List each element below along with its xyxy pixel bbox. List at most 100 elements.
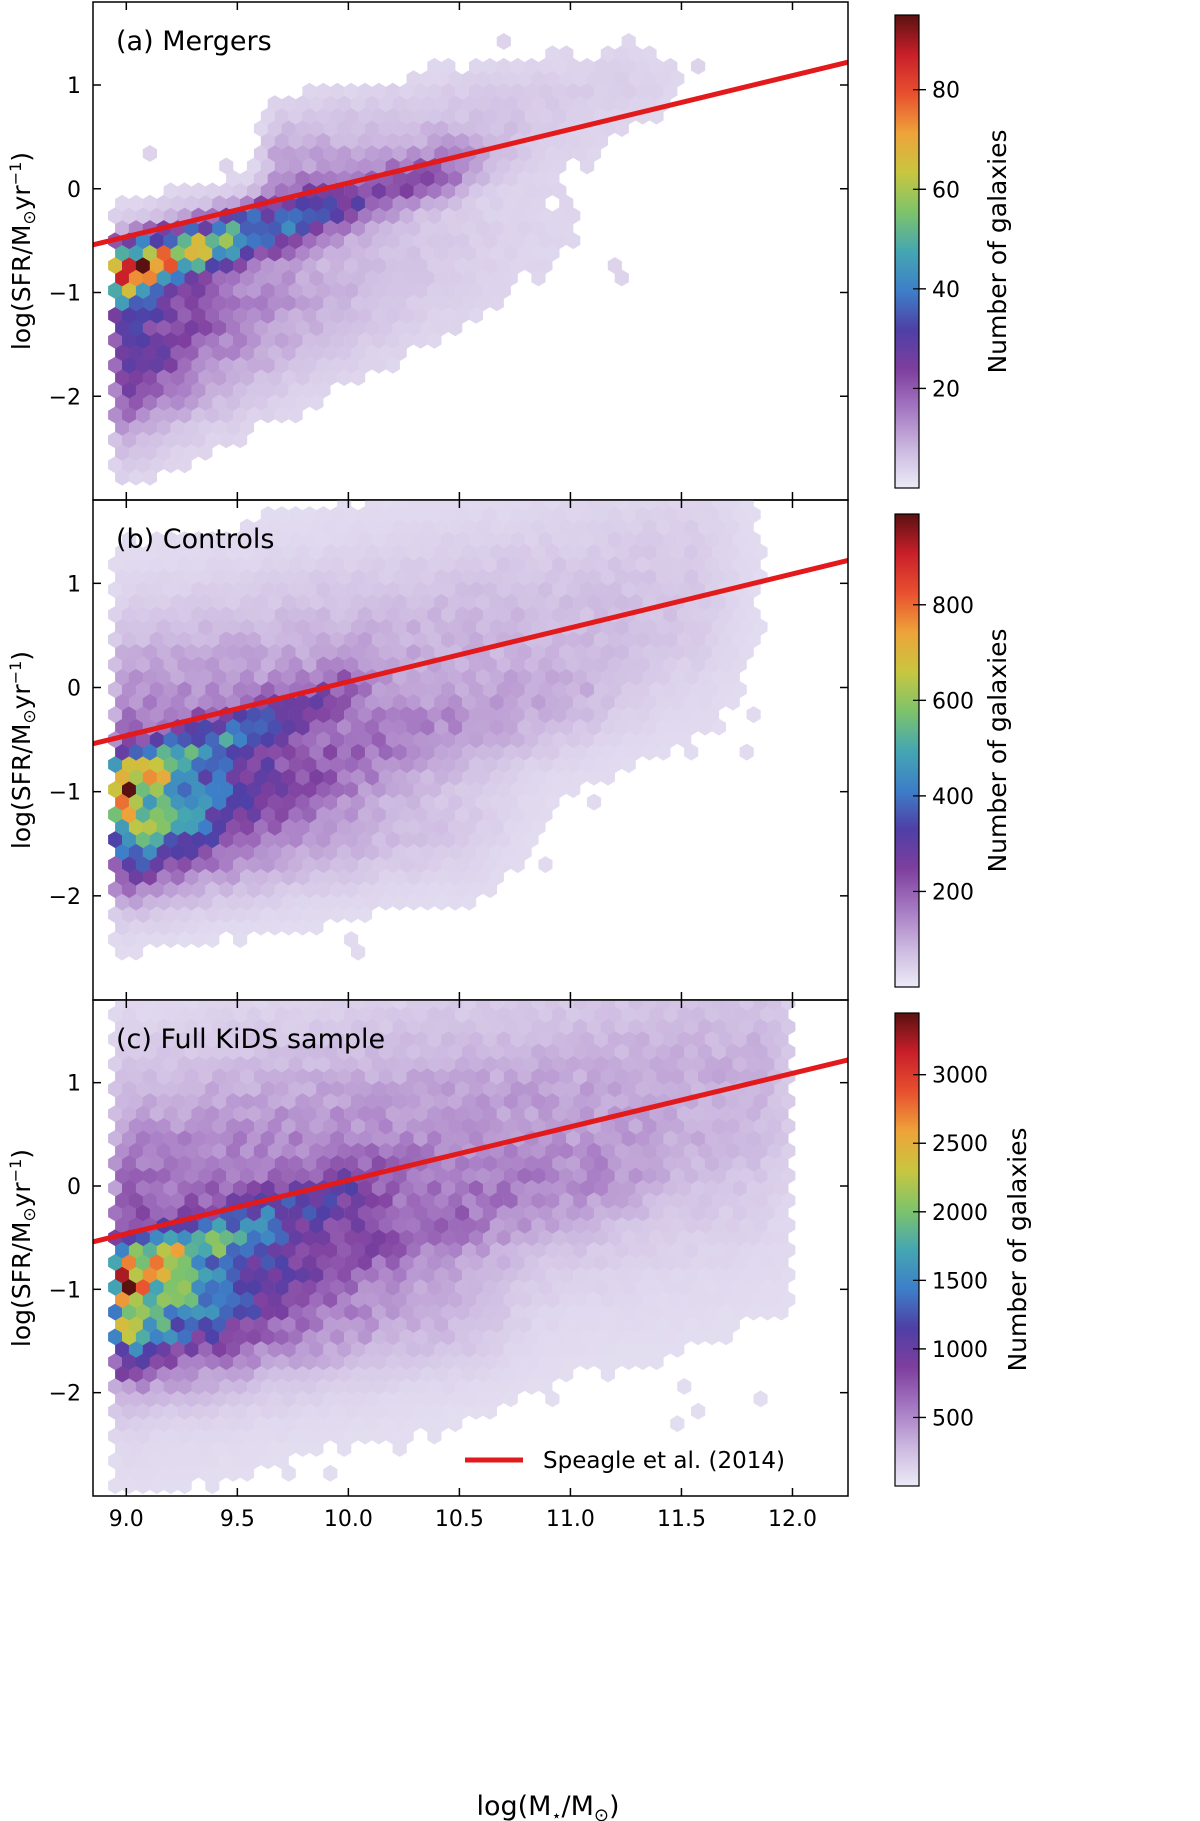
hexbin-cell [392,1291,407,1309]
hexbin-cell [531,1291,546,1309]
hexbin-cell [510,207,525,225]
hexbin-cell [184,269,199,287]
hexbin-cell [267,793,282,811]
hexbin-cell [399,806,414,824]
hexbin-cell [517,1117,532,1135]
hexbin-cell [635,1080,650,1098]
hexbin-cell [593,631,608,649]
hexbin-cell [475,1068,491,1085]
hexbin-cell [385,1328,400,1346]
hexbin-cell [135,1204,150,1222]
hexbin-cell [240,969,254,986]
hexbin-cell [344,1278,359,1296]
y-tick-label: −1 [49,282,81,307]
hexbin-cell [483,981,497,998]
hexbin-cell [337,120,352,137]
hexbin-cell [191,306,206,324]
hexbin-cell [489,793,504,811]
hexbin-cell [219,157,234,175]
hexbin-cell [219,731,234,749]
hexbin-cell [267,219,282,237]
hexbin-cell [128,693,144,711]
hexbin-cell [149,232,164,250]
hexbin-cell [469,656,484,674]
hexbin-cell [337,1365,352,1383]
hexbin-cell [649,1353,664,1371]
hexbin-cell [135,1105,150,1123]
hexbin-cell [212,1018,227,1036]
hexbin-cell [191,1080,206,1098]
hexbin-cell [364,500,379,511]
hexbin-cell [684,1117,699,1135]
hexbin-cell [427,182,442,200]
hexbin-cell [108,856,123,874]
hexbin-cell [427,1427,442,1445]
hexbin-cell [351,568,366,586]
hexbin-cell [600,120,615,137]
hexbin-cell [149,406,164,424]
hexbin-cell [115,1192,130,1209]
hexbin-cell [725,1117,740,1135]
hexbin-cell [226,643,241,661]
hexbin-cell [122,556,137,574]
hexbin-cell [177,1452,192,1470]
hexbin-cell [469,856,484,874]
hexbin-cell [607,531,622,549]
hexbin-cell [524,531,539,549]
hexbin-cell [399,631,414,649]
hexbin-cell [600,518,615,536]
hexbin-cell [399,1278,414,1296]
hexbin-cell [281,1092,296,1110]
hexbin-cell [552,681,567,699]
hexbin-cell [344,931,359,949]
hexbin-cell [233,856,248,874]
hexbin-cell [364,319,379,337]
hexbin-cell [226,1464,241,1482]
hexbin-cell [510,1229,525,1247]
hexbin-cell [295,668,310,686]
hexbin-cell [427,1229,442,1247]
hexbin-cell [302,82,317,100]
hexbin-cell [725,1192,740,1209]
hexbin-cell [399,207,414,225]
hexbin-cell [288,1353,303,1371]
hexbin-cell [260,182,275,200]
hexbin-cell [746,1303,761,1321]
hexbin-cell [698,1018,713,1036]
hexbin-cell [462,969,476,986]
hexbin-cell [732,1254,747,1271]
hexbin-cell [122,1030,137,1048]
hexbin-cell [448,1018,463,1036]
hexbin-cell [191,1402,206,1420]
hexbin-cell [448,1291,463,1309]
hexbin-cell [385,257,400,274]
hexbin-cell [559,1018,574,1036]
hexbin-cell [344,1030,359,1048]
hexbin-cell [212,843,227,861]
hexbin-cell [323,1291,338,1309]
hexbin-cell [163,556,178,574]
hexbin-cell [142,743,157,761]
hexbin-cell [302,1254,317,1271]
hexbin-cell [725,1291,740,1309]
hexbin-cell [607,656,622,674]
hexbin-cell [718,1105,733,1123]
hexbin-cell [725,1043,740,1061]
hexbin-cell [753,543,768,561]
hexbin-cell [364,1142,379,1160]
hexbin-cell [475,1192,491,1209]
hexbin-cell [538,182,553,200]
hexbin-cell [614,1316,629,1333]
hexbin-cell [309,95,324,113]
hexbin-cell [184,1068,199,1085]
hexbin-cell [490,469,504,486]
hexbin-cell [253,668,268,686]
hexbin-cell [475,1092,491,1110]
hexbin-cell [337,1142,352,1160]
hexbin-cell [309,1390,324,1408]
hexbin-cell [684,1142,699,1160]
hexbin-cell [475,1018,491,1036]
hexbin-cell [573,1000,588,1011]
